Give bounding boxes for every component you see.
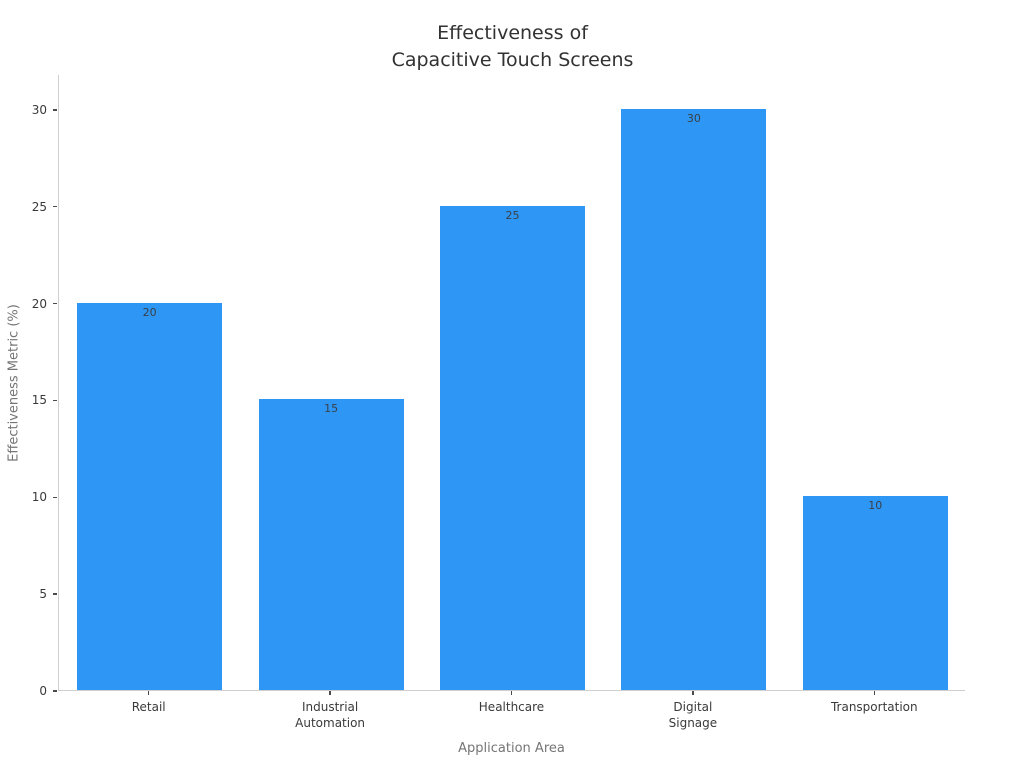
- y-tick-mark: [53, 109, 57, 111]
- y-tick-mark: [53, 205, 57, 208]
- bar-value-label: 15: [324, 402, 339, 416]
- bar-value-label: 30: [686, 111, 701, 125]
- x-tick-mark: [510, 691, 513, 695]
- y-tick-label-0: 0: [39, 684, 47, 698]
- bar-healthcare: 25: [439, 205, 586, 690]
- y-tick-label-5: 5: [39, 587, 47, 602]
- bar-value-label: 20: [142, 305, 157, 319]
- bar-industrial-automation: 15: [258, 399, 404, 690]
- x-tick-mark: [329, 691, 331, 695]
- y-tick-label-20: 20: [31, 296, 47, 311]
- x-tick-mark: [692, 691, 694, 695]
- y-tick-label-10: 10: [31, 490, 47, 505]
- bar-value-label: 25: [505, 208, 520, 222]
- y-tick-mark: [53, 399, 57, 402]
- y-axis-title: Effectiveness Metric (%): [6, 304, 22, 462]
- bar-retail: 20: [77, 302, 223, 690]
- y-tick-mark: [53, 302, 57, 305]
- x-axis-title: Application Area: [458, 741, 565, 756]
- y-tick-mark: [53, 496, 57, 499]
- x-tick-label-industrial-automation: Industrial Automation: [295, 700, 366, 730]
- bar-value-label: 10: [868, 499, 883, 513]
- y-tick-label-15: 15: [31, 393, 47, 408]
- x-tick-label-retail: Retail: [131, 700, 166, 714]
- chart-title-line-1: Effectiveness of: [437, 22, 588, 44]
- chart-title: Effectiveness of Capacitive Touch Screen…: [59, 20, 966, 74]
- x-tick-label-healthcare: Healthcare: [478, 700, 545, 714]
- y-tick-label-30: 30: [31, 102, 47, 117]
- bar-transportation: 10: [802, 496, 948, 690]
- x-tick-label-transportation: Transportation: [830, 700, 918, 714]
- bar-digital-signage: 30: [621, 108, 767, 690]
- x-tick-mark: [873, 691, 876, 695]
- plot-area: 20 15 25 30 10: [58, 75, 965, 691]
- y-tick-label-25: 25: [31, 199, 47, 214]
- x-tick-mark: [147, 691, 150, 695]
- chart-title-line-2: Capacitive Touch Screens: [391, 49, 634, 71]
- x-tick-label-digital-signage: Digital Signage: [668, 700, 718, 730]
- y-tick-mark: [53, 593, 57, 595]
- y-tick-mark: [53, 690, 57, 692]
